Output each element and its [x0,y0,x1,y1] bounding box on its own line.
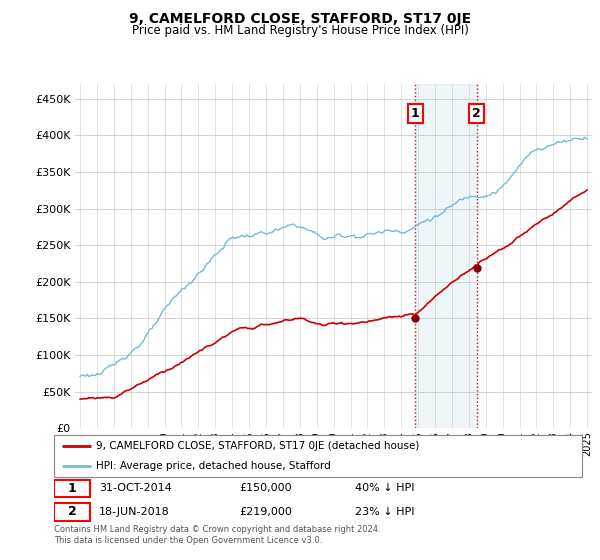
Text: 9, CAMELFORD CLOSE, STAFFORD, ST17 0JE (detached house): 9, CAMELFORD CLOSE, STAFFORD, ST17 0JE (… [96,441,419,451]
Text: Price paid vs. HM Land Registry's House Price Index (HPI): Price paid vs. HM Land Registry's House … [131,24,469,36]
Bar [415,84,476,428]
Text: 18-JUN-2018: 18-JUN-2018 [99,507,170,517]
Text: 1: 1 [68,482,76,495]
Text: 23% ↓ HPI: 23% ↓ HPI [355,507,415,517]
Text: HPI: Average price, detached house, Stafford: HPI: Average price, detached house, Staf… [96,461,331,471]
Text: £150,000: £150,000 [239,483,292,493]
FancyBboxPatch shape [54,435,582,477]
Text: Contains HM Land Registry data © Crown copyright and database right 2024.
This d: Contains HM Land Registry data © Crown c… [54,525,380,545]
Text: 40% ↓ HPI: 40% ↓ HPI [355,483,415,493]
Text: 2: 2 [472,107,481,120]
Text: £219,000: £219,000 [239,507,292,517]
FancyBboxPatch shape [54,479,90,497]
Text: 9, CAMELFORD CLOSE, STAFFORD, ST17 0JE: 9, CAMELFORD CLOSE, STAFFORD, ST17 0JE [129,12,471,26]
Text: 1: 1 [411,107,419,120]
Text: 31-OCT-2014: 31-OCT-2014 [99,483,172,493]
Text: 2: 2 [68,505,76,519]
FancyBboxPatch shape [54,503,90,521]
